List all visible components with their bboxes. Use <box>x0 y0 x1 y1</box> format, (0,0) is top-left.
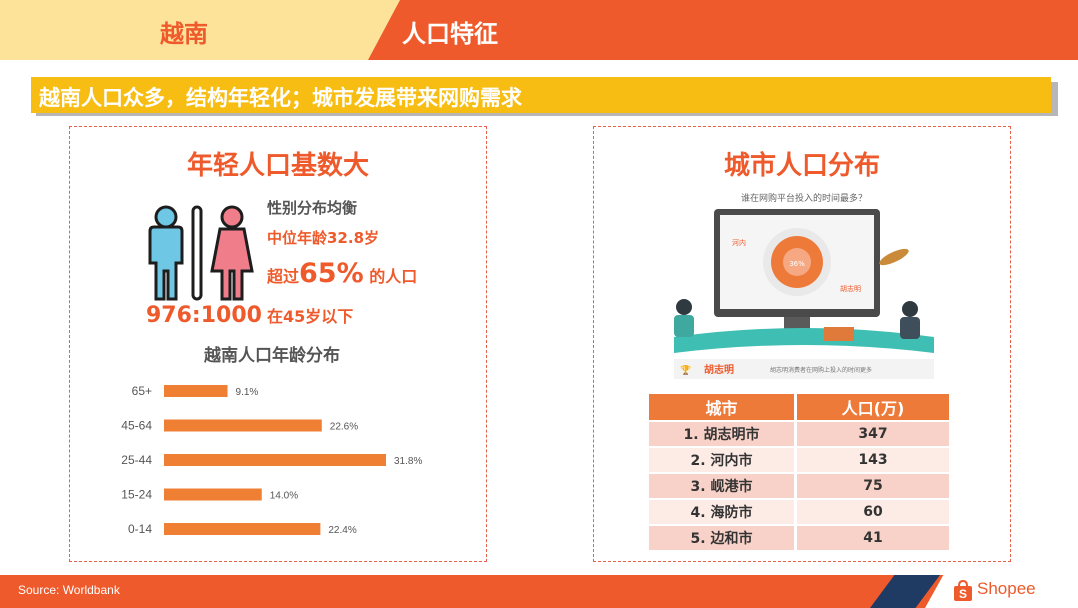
table-row: 3. 岘港市 75 <box>649 474 949 498</box>
city-population-table: 城市 人口(万) 1. 胡志明市 347 2. 河内市 143 3. 岘港市 7… <box>649 392 949 552</box>
age-chart-title: 越南人口年龄分布 <box>204 346 340 366</box>
trophy-icon: 🏆 <box>680 364 691 376</box>
table-row: 1. 胡志明市 347 <box>649 422 949 446</box>
city-population-title: 城市人口分布 <box>723 151 880 181</box>
country-title: 越南 <box>160 20 208 48</box>
source-text: Source: Worldbank <box>18 583 120 597</box>
age-category-label: 25-44 <box>121 453 152 467</box>
under-45-text: 在45岁以下 <box>267 307 354 326</box>
young-population-title: 年轻人口基数大 <box>186 151 369 181</box>
gender-icon <box>148 205 254 301</box>
under-45-share-text: 超过65% 的人口 <box>267 258 417 289</box>
table-cell-population: 60 <box>797 500 949 524</box>
age-bar <box>164 523 321 535</box>
header-bar: 越南 人口特征 <box>0 0 1078 60</box>
pie-center-value: 36% <box>789 260 805 268</box>
person-icon <box>902 301 918 317</box>
footer-bar: Source: Worldbank <box>0 575 1078 608</box>
headline-text: 越南人口众多，结构年轻化；城市发展带来网购需求 <box>39 86 522 110</box>
table-row: 5. 边和市 41 <box>649 526 949 550</box>
pie-label-hanoi: 河内 <box>732 238 746 247</box>
table-cell-city: 2. 河内市 <box>649 448 797 472</box>
food-icon <box>879 248 909 266</box>
caption-city: 胡志明 <box>704 363 734 376</box>
footer-logo-area <box>925 575 1078 608</box>
svg-text:S: S <box>959 587 967 601</box>
table-header-population: 人口(万) <box>797 394 949 420</box>
city-population-panel: 城市人口分布 谁在网购平台投入的时间最多？ 36% 河内 胡志明 🏆 胡志明 胡… <box>593 126 1011 562</box>
section-title: 人口特征 <box>402 20 498 48</box>
gender-ratio: 976:1000 <box>146 303 262 328</box>
age-category-label: 0-14 <box>128 522 152 536</box>
online-shopping-illustration: 谁在网购平台投入的时间最多？ 36% 河内 胡志明 🏆 胡志明 胡志明消费者在网… <box>674 192 934 379</box>
desk-icon <box>674 328 934 353</box>
over-prefix: 超过 <box>267 267 300 286</box>
age-category-label: 45-64 <box>121 419 152 433</box>
age-bar <box>164 488 262 501</box>
age-distribution-chart: 65+ 9.1% 45-64 22.6% 25-44 31.8% 15-24 14.0% 0-1… <box>121 384 422 536</box>
table-cell-city: 5. 边和市 <box>649 526 797 550</box>
age-category-label: 15-24 <box>121 488 152 502</box>
age-value-label: 22.4% <box>328 525 356 536</box>
gender-balance-text: 性别分布均衡 <box>267 199 358 217</box>
person-icon <box>676 299 692 315</box>
age-bar <box>164 419 322 432</box>
over-value: 65% <box>299 258 364 289</box>
age-bar <box>164 385 228 397</box>
table-cell-population: 41 <box>797 526 949 550</box>
table-cell-city: 4. 海防市 <box>649 500 797 524</box>
age-value-label: 22.6% <box>330 422 358 433</box>
table-row: 4. 海防市 60 <box>649 500 949 524</box>
age-value-label: 14.0% <box>270 491 298 502</box>
header-country-panel <box>0 0 400 60</box>
table-cell-population: 75 <box>797 474 949 498</box>
keyboard-icon <box>824 327 854 341</box>
median-age-text: 中位年龄32.8岁 <box>267 229 380 247</box>
illustration-question: 谁在网购平台投入的时间最多？ <box>741 192 867 204</box>
table-cell-city: 1. 胡志明市 <box>649 422 797 446</box>
shopee-logo-text: Shopee <box>977 579 1036 598</box>
over-suffix: 的人口 <box>363 267 418 286</box>
age-category-label: 65+ <box>132 384 152 398</box>
table-cell-city: 3. 岘港市 <box>649 474 797 498</box>
age-bar <box>164 454 386 466</box>
table-header-row: 城市 人口(万) <box>649 394 949 420</box>
table-header-city: 城市 <box>649 394 797 420</box>
pie-label-hcm: 胡志明 <box>840 284 861 293</box>
young-population-panel: 年轻人口基数大 976:1000 性别分布均衡 中位年龄32.8岁 超过65% … <box>69 126 487 562</box>
headline-banner: 越南人口众多，结构年轻化；城市发展带来网购需求 <box>31 77 1051 113</box>
age-value-label: 9.1% <box>236 387 259 398</box>
caption-text: 胡志明消费者在网购上投入的时间更多 <box>770 366 872 374</box>
table-cell-population: 347 <box>797 422 949 446</box>
shopee-bag-icon: S <box>954 580 972 601</box>
table-cell-population: 143 <box>797 448 949 472</box>
age-value-label: 31.8% <box>394 456 422 467</box>
table-row: 2. 河内市 143 <box>649 448 949 472</box>
